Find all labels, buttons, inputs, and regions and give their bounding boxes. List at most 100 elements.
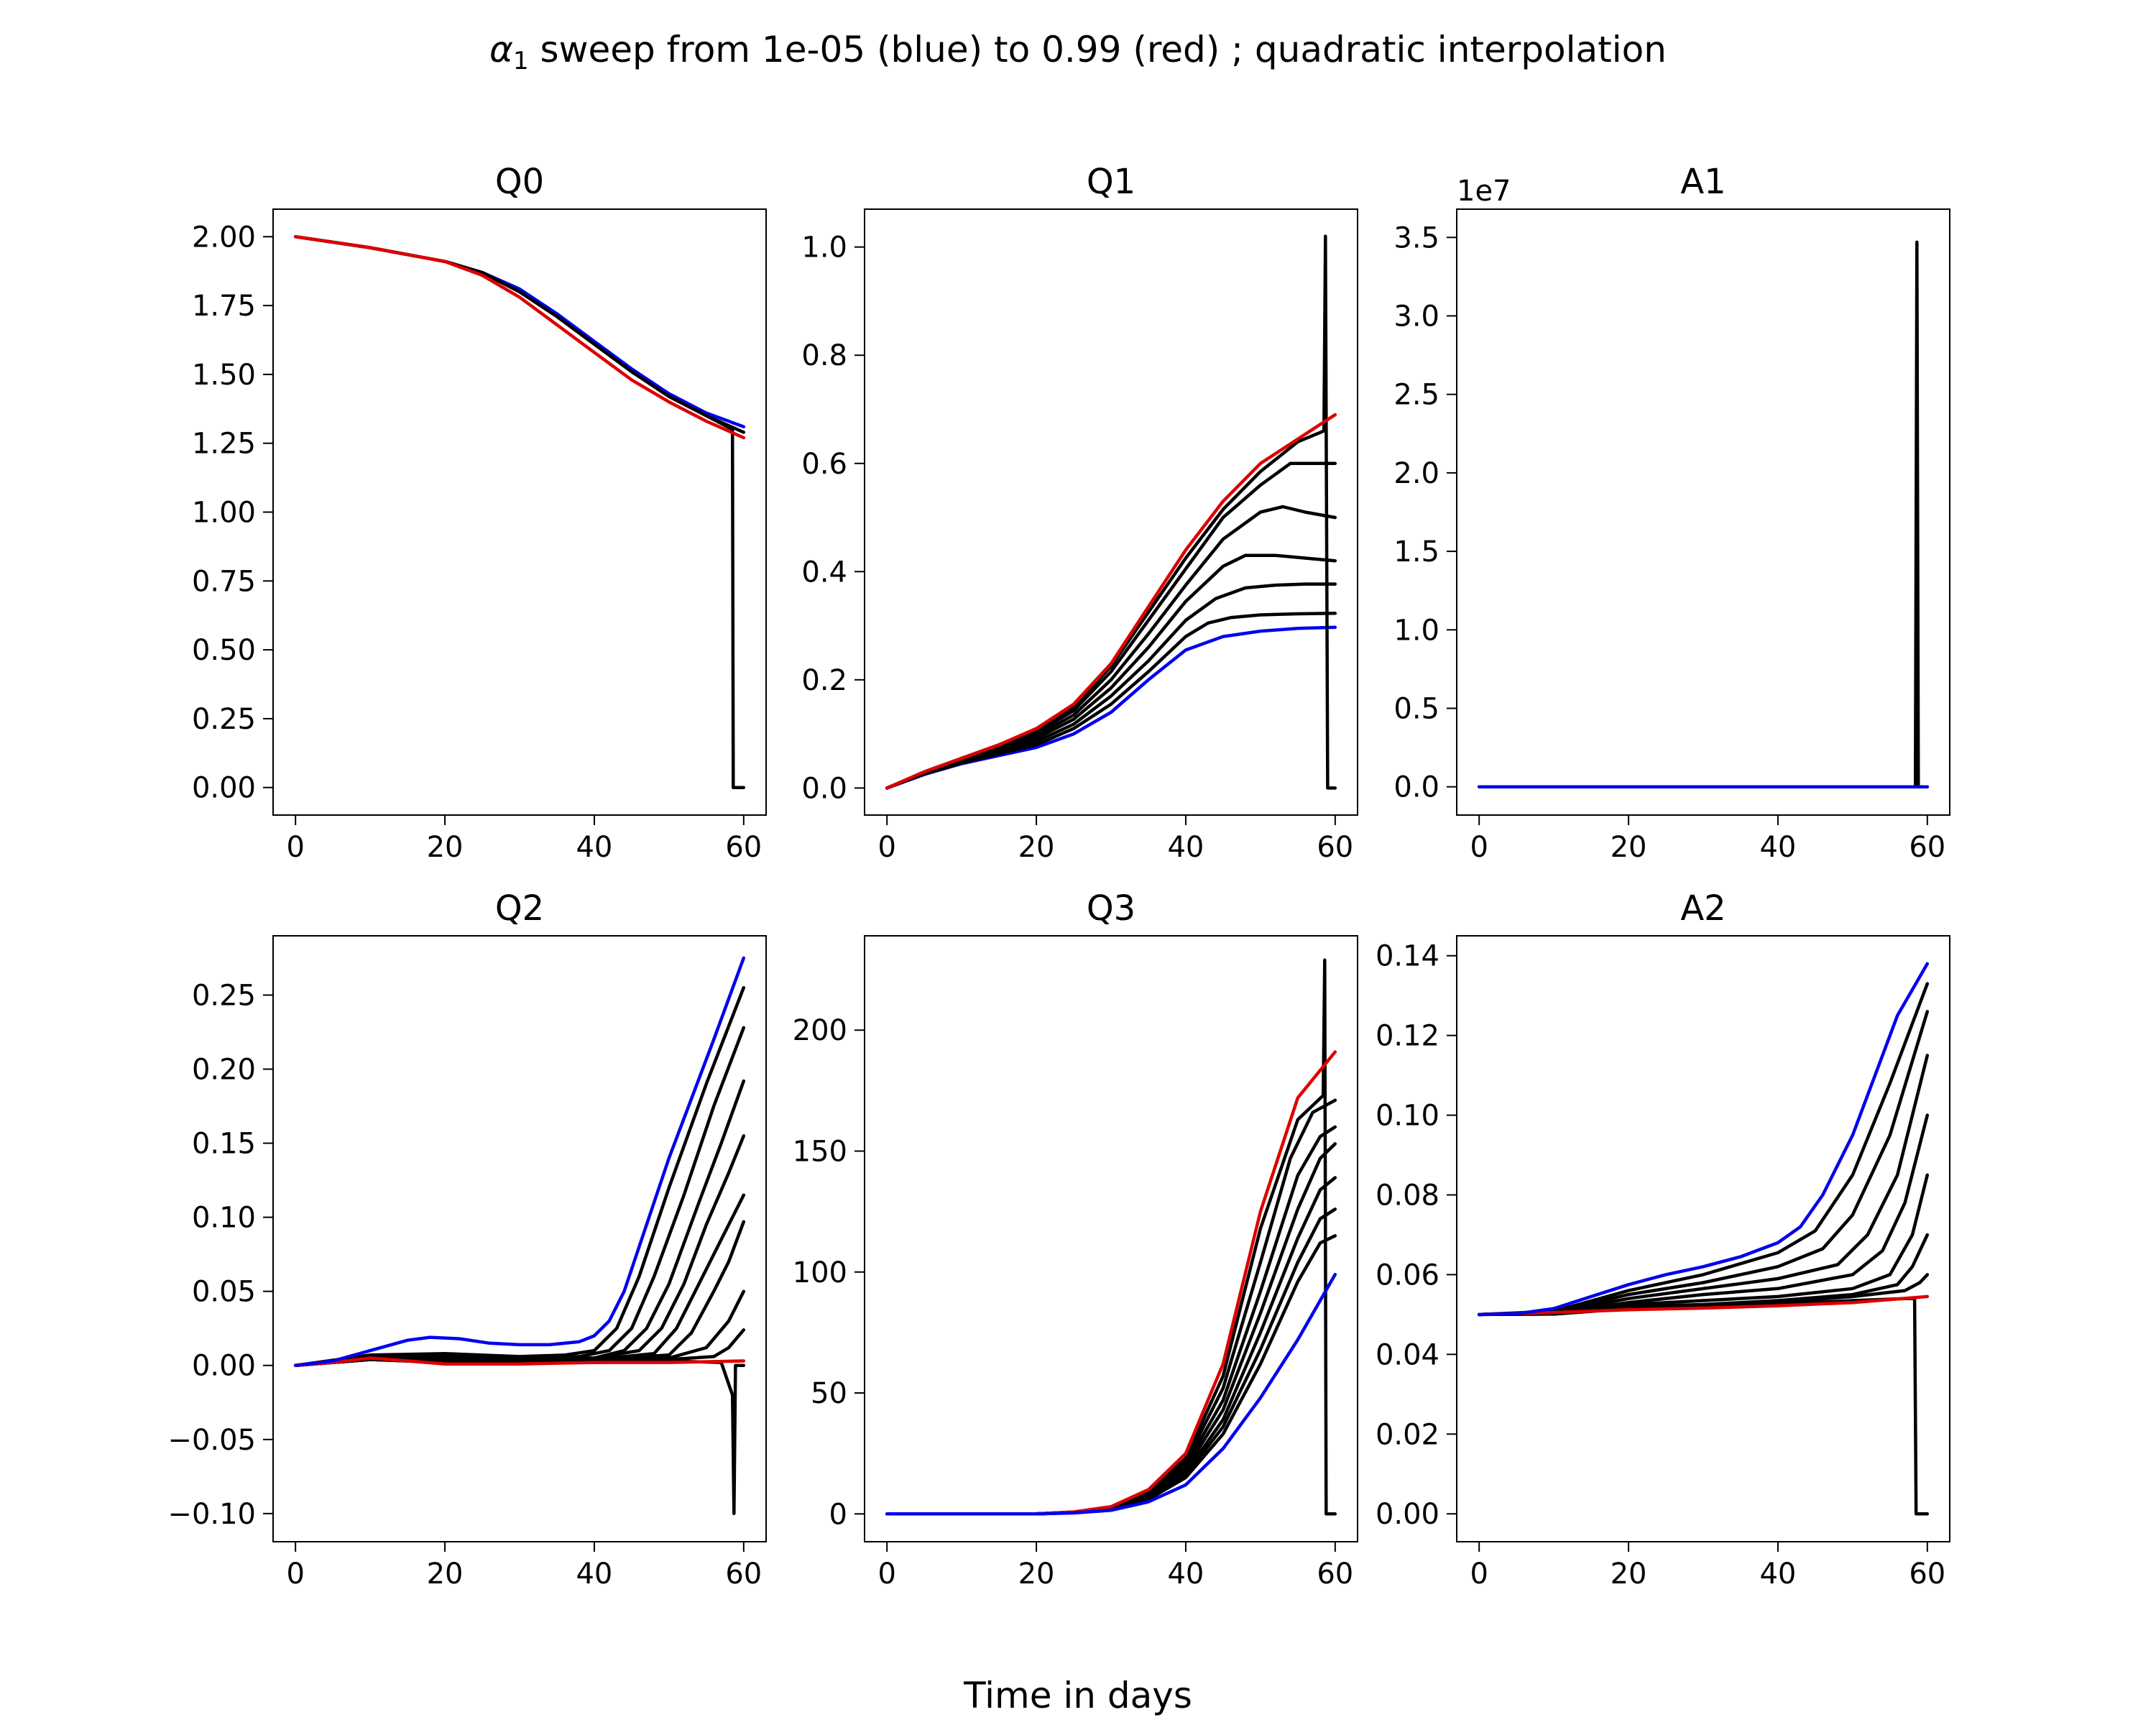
- series-line-black: [885, 505, 1337, 790]
- y-tick-label: 0.25: [192, 979, 256, 1012]
- x-tick-label: 40: [1759, 1558, 1796, 1591]
- y-tick-label: 0.5: [1393, 692, 1439, 725]
- series-line-red: [293, 1356, 746, 1367]
- series-group: [885, 958, 1337, 1516]
- figure-xlabel: Time in days: [964, 1675, 1192, 1716]
- series-group: [293, 235, 746, 789]
- x-tick-label: 0: [286, 1558, 304, 1591]
- series-line-black: [885, 461, 1337, 790]
- x-tick-label: 0: [1470, 831, 1488, 864]
- figure-title-symbol: α: [489, 29, 513, 70]
- y-tick-label: 50: [811, 1377, 847, 1410]
- series-line-blue: [885, 1272, 1337, 1516]
- x-tick-label: 60: [1909, 831, 1945, 864]
- x-tick-label: 40: [1167, 1558, 1204, 1591]
- series-line-black: [1477, 1297, 1930, 1516]
- y-tick-label: 0: [829, 1498, 847, 1531]
- y-offset-label: 1e7: [1457, 175, 1511, 208]
- subplot-title: A2: [1680, 888, 1726, 929]
- subplot-q3: 0 20 40 60 0 50 100 150 200 Q3: [793, 888, 1358, 1591]
- y-tick-label: 0.2: [801, 664, 847, 697]
- y-tick-label: 0.12: [1376, 1020, 1439, 1053]
- x-tick-label: 20: [427, 831, 464, 864]
- series-line-blue: [1477, 962, 1930, 1317]
- y-tick-label: 0.02: [1376, 1418, 1439, 1451]
- subplot-q0: 0 20 40 60 0.00 0.25 0.50 0.75 1.00 1.25 1.50 1.75 2…: [192, 162, 767, 864]
- y-tick-label: 0.06: [1376, 1259, 1439, 1292]
- x-tick-label: 0: [286, 831, 304, 864]
- subplot-title: A1: [1680, 162, 1726, 202]
- subplot-a1: 0 20 40 60 0.0 0.5 1.0 1.5 2.0 2.5 3.0 3.5 A1 1e7: [1393, 162, 1950, 864]
- x-tick-label: 60: [725, 1558, 762, 1591]
- series-line-red: [885, 413, 1337, 790]
- y-tick-label: 2.0: [1393, 457, 1439, 490]
- y-tick-label: 1.5: [1393, 535, 1439, 569]
- y-tick-label: 0.0: [1393, 771, 1439, 804]
- y-tick-label: 3.0: [1393, 300, 1439, 334]
- y-tick-label: 0.10: [192, 1202, 256, 1235]
- y-tick-label: 0.50: [192, 634, 256, 667]
- y-tick-label: 0.8: [801, 339, 847, 372]
- series-line-red: [1477, 1294, 1930, 1317]
- axes-frame: [864, 935, 1358, 1542]
- series-line-black: [293, 235, 746, 789]
- series-line-black: [293, 985, 746, 1367]
- x-tick-label: 40: [576, 1558, 612, 1591]
- x-tick-label: 20: [1018, 1558, 1055, 1591]
- x-tick-label: 0: [877, 1558, 895, 1591]
- axes-frame: [1456, 208, 1950, 816]
- subplot-a2: 0 20 40 60 0.00 0.02 0.04 0.06 0.08 0.10 0.12 0.14 A…: [1376, 888, 1950, 1591]
- series-group: [1477, 240, 1930, 788]
- y-tick-label: −0.10: [167, 1498, 256, 1531]
- x-tick-label: 60: [725, 831, 762, 864]
- x-tick-label: 0: [877, 831, 895, 864]
- series-line-black: [293, 1079, 746, 1367]
- y-tick-label: 2.00: [192, 221, 256, 254]
- y-tick-label: 3.5: [1393, 221, 1439, 254]
- y-tick-label: 0.4: [801, 556, 847, 589]
- x-tick-label: 40: [1759, 831, 1796, 864]
- x-tick-label: 20: [1018, 831, 1055, 864]
- y-tick-label: 2.5: [1393, 379, 1439, 412]
- y-tick-label: 0.05: [192, 1276, 256, 1309]
- y-tick-label: 1.50: [192, 359, 256, 392]
- y-tick-label: 0.00: [192, 772, 256, 805]
- axes-frame: [1456, 935, 1950, 1542]
- x-tick-label: 60: [1317, 831, 1353, 864]
- series-line-black: [885, 1098, 1337, 1516]
- y-tick-label: 0.04: [1376, 1338, 1439, 1371]
- series-line-black: [1477, 982, 1930, 1317]
- x-tick-label: 60: [1317, 1558, 1353, 1591]
- x-tick-label: 60: [1909, 1558, 1945, 1591]
- series-line-black: [293, 235, 746, 434]
- y-tick-label: 0.00: [1376, 1498, 1439, 1531]
- series-line-red: [293, 235, 746, 440]
- figure-title: α1 sweep from 1e-05 (blue) to 0.99 (red)…: [0, 29, 2156, 75]
- x-tick-label: 20: [1611, 831, 1647, 864]
- y-tick-label: 0.15: [192, 1128, 256, 1161]
- y-tick-label: 0.00: [192, 1350, 256, 1383]
- x-tick-label: 40: [576, 831, 612, 864]
- series-line-blue: [293, 235, 746, 428]
- y-tick-label: 0.14: [1376, 940, 1439, 973]
- series-group: [1477, 962, 1930, 1516]
- y-tick-label: 1.0: [1393, 614, 1439, 647]
- y-tick-label: 1.0: [801, 231, 847, 264]
- series-line-black: [293, 1026, 746, 1367]
- y-tick-label: 100: [793, 1256, 847, 1289]
- series-line-black: [885, 1208, 1337, 1516]
- y-tick-label: 150: [793, 1136, 847, 1169]
- y-tick-label: 0.10: [1376, 1100, 1439, 1133]
- y-tick-label: 0.25: [192, 703, 256, 736]
- x-tick-label: 0: [1470, 1558, 1488, 1591]
- y-tick-label: 1.00: [192, 497, 256, 530]
- subplot-title: Q0: [495, 162, 544, 202]
- series-group: [293, 956, 746, 1516]
- y-tick-label: 0.75: [192, 565, 256, 598]
- axes-frame: [272, 935, 767, 1542]
- x-tick-label: 40: [1167, 831, 1204, 864]
- axes-frame: [864, 208, 1358, 816]
- series-group: [885, 234, 1337, 790]
- y-tick-label: 0.08: [1376, 1179, 1439, 1212]
